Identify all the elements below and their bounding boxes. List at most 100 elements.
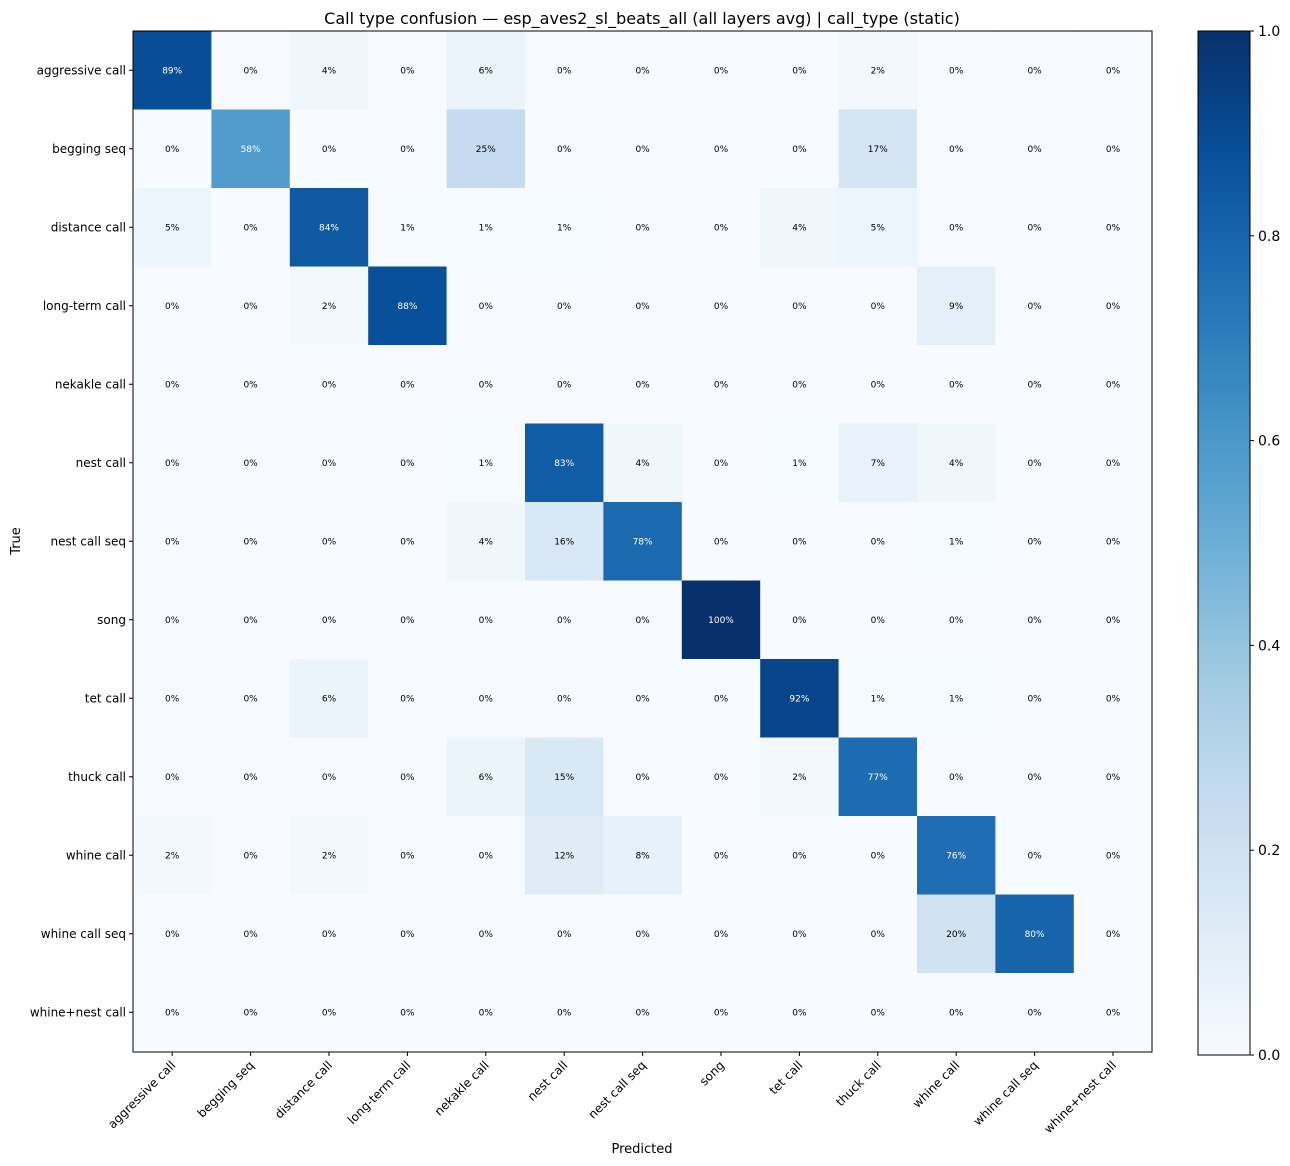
cell-value-label: 0% — [165, 616, 180, 626]
cell-value-label: 0% — [792, 145, 807, 155]
cell-value-label: 0% — [322, 145, 337, 155]
cell-value-label: 0% — [243, 616, 258, 626]
cell-value-label: 0% — [792, 616, 807, 626]
cell-value-label: 0% — [792, 537, 807, 547]
heatmap-cell — [525, 737, 604, 817]
heatmap-cell — [133, 816, 212, 896]
cell-value-label: 0% — [557, 145, 572, 155]
cell-value-label: 0% — [1027, 616, 1042, 626]
cell-value-label: 0% — [557, 302, 572, 312]
cell-value-label: 0% — [1027, 66, 1042, 76]
heatmap-cell — [368, 502, 448, 582]
heatmap-cell — [917, 109, 996, 189]
heatmap-cell — [133, 580, 212, 660]
heatmap-cell — [760, 737, 840, 817]
cell-value-label: 0% — [1106, 302, 1121, 312]
cell-value-label: 88% — [397, 302, 417, 312]
heatmap-cell — [603, 188, 683, 268]
heatmap-cell — [760, 816, 840, 896]
cell-value-label: 0% — [479, 1008, 494, 1018]
x-tick-label: distance call — [272, 1058, 335, 1121]
cell-value-label: 0% — [635, 223, 650, 233]
heatmap-cell — [289, 345, 369, 425]
heatmap-cell — [995, 580, 1075, 660]
y-tick-label: whine+nest call — [30, 1005, 126, 1019]
heatmap-cell — [760, 423, 840, 503]
cell-value-label: 100% — [708, 616, 734, 626]
heatmap-cell — [838, 737, 918, 817]
cell-value-label: 0% — [243, 223, 258, 233]
heatmap-cell — [681, 816, 761, 896]
x-tick-label: whine call seq — [971, 1058, 1041, 1128]
cell-value-label: 6% — [322, 694, 337, 704]
heatmap-cell — [681, 423, 761, 503]
cell-value-label: 0% — [714, 302, 729, 312]
heatmap-cell — [838, 188, 918, 268]
y-tick-label: whine call — [66, 848, 126, 862]
x-tick-label: nest call — [525, 1058, 571, 1104]
cell-value-label: 0% — [1027, 459, 1042, 469]
cell-value-label: 0% — [1106, 380, 1121, 390]
heatmap-cell — [917, 31, 996, 111]
heatmap-cell — [446, 502, 526, 582]
heatmap-cell — [760, 580, 840, 660]
heatmap-cell — [289, 973, 369, 1053]
heatmap-cell — [525, 502, 604, 582]
x-tick-label: song — [697, 1058, 727, 1088]
heatmap-cell — [1073, 266, 1153, 346]
heatmap-cell — [603, 266, 683, 346]
cell-value-label: 0% — [635, 66, 650, 76]
y-tick-label: begging seq — [52, 142, 126, 156]
cell-value-label: 0% — [1027, 380, 1042, 390]
cell-value-label: 0% — [400, 380, 415, 390]
cell-value-label: 0% — [635, 145, 650, 155]
colorbar-tick-label: 0.0 — [1258, 1048, 1280, 1064]
heatmap-cell — [603, 659, 683, 739]
cell-value-label: 0% — [243, 930, 258, 940]
cell-value-label: 1% — [792, 459, 807, 469]
x-tick-label: long-term call — [345, 1058, 414, 1127]
heatmap-cell — [1073, 580, 1153, 660]
cell-value-label: 0% — [1027, 773, 1042, 783]
heatmap-cell — [603, 109, 683, 189]
cell-value-label: 0% — [557, 1008, 572, 1018]
heatmap-cell — [525, 894, 604, 974]
cell-value-label: 89% — [162, 66, 182, 76]
cell-value-label: 0% — [165, 537, 180, 547]
cell-value-label: 0% — [949, 1008, 964, 1018]
heatmap-cell — [995, 345, 1075, 425]
heatmap-cell — [525, 816, 604, 896]
heatmap-cell — [917, 816, 996, 896]
heatmap-cell — [917, 737, 996, 817]
cell-value-label: 0% — [871, 1008, 886, 1018]
heatmap-cell — [446, 109, 526, 189]
heatmap-cell — [681, 109, 761, 189]
cell-value-label: 0% — [400, 1008, 415, 1018]
heatmap-cell — [1073, 345, 1153, 425]
heatmap-cell — [838, 109, 918, 189]
cell-value-label: 0% — [243, 380, 258, 390]
cell-value-label: 0% — [243, 302, 258, 312]
heatmap-cell — [917, 973, 996, 1053]
colorbar: 0.0 0.2 0.4 0.6 0.8 1.0 — [1197, 24, 1280, 1064]
heatmap-cell — [760, 502, 840, 582]
heatmap-cell — [525, 31, 604, 111]
cell-value-label: 2% — [322, 302, 337, 312]
heatmap-cell — [446, 580, 526, 660]
cell-value-label: 7% — [871, 459, 886, 469]
heatmap-cell — [289, 188, 369, 268]
y-tick-label: long-term call — [43, 299, 126, 313]
cell-value-label: 0% — [322, 1008, 337, 1018]
heatmap-cell — [681, 266, 761, 346]
cell-value-label: 0% — [635, 380, 650, 390]
cell-value-label: 0% — [949, 223, 964, 233]
y-tick-label: tet call — [85, 691, 126, 705]
cell-value-label: 0% — [243, 459, 258, 469]
cell-value-label: 0% — [871, 302, 886, 312]
x-tick-label: thuck call — [833, 1058, 884, 1109]
heatmap-cell — [603, 816, 683, 896]
cell-value-label: 0% — [400, 616, 415, 626]
cell-value-label: 0% — [243, 1008, 258, 1018]
heatmap: 89% 0% 4% 0% 6% 0% 0% 0% 0% 2% 0% 0% 0% 0% 58% 0% 0% 25% 0… — [133, 31, 1153, 1053]
heatmap-cell — [917, 345, 996, 425]
